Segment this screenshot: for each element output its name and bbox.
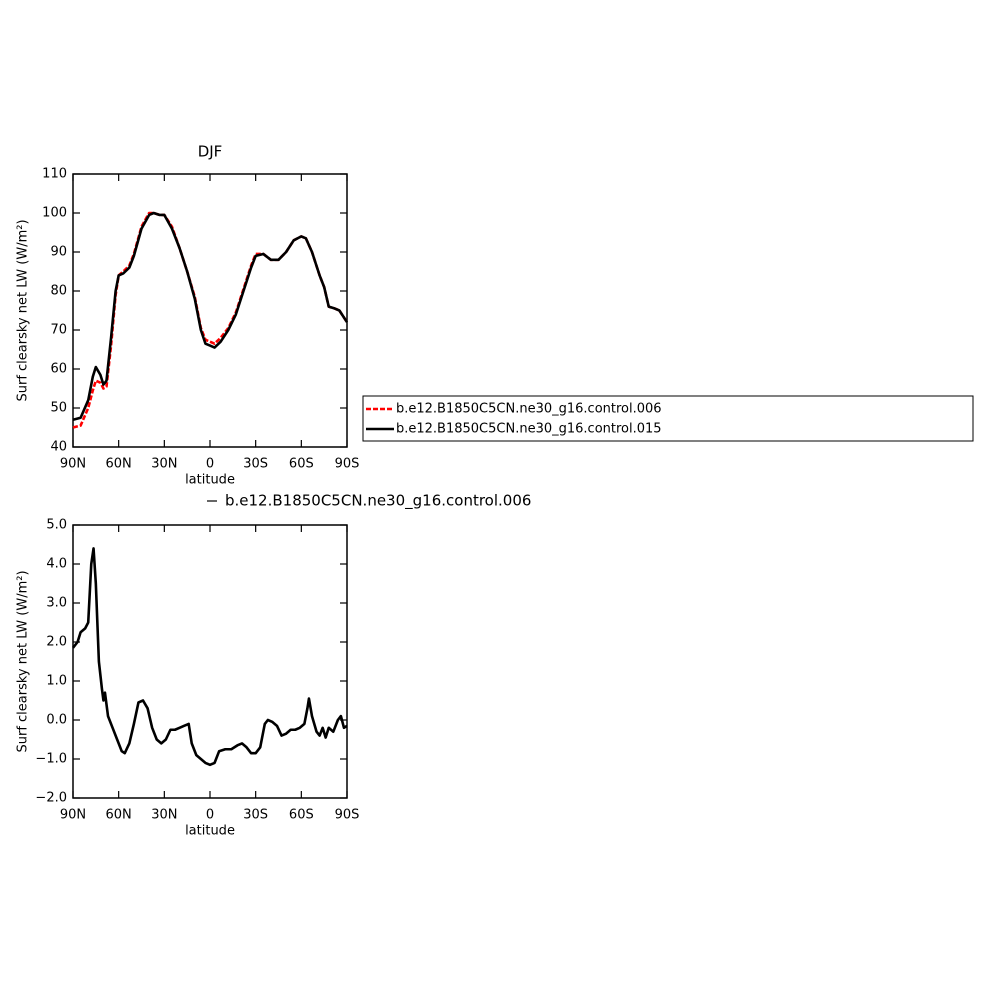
x-tick-label: 0 — [206, 808, 214, 823]
data-line — [72, 211, 349, 421]
y-tick-label: −2.0 — [35, 791, 67, 806]
x-tick-label: 30N — [151, 808, 177, 823]
y-tick-label: 60 — [50, 362, 67, 377]
y-tick-label: 2.0 — [46, 635, 67, 650]
x-tick-label: 30S — [243, 457, 268, 472]
data-line — [72, 211, 349, 429]
y-tick-label: 110 — [42, 167, 67, 182]
chart-title: DJF — [198, 143, 223, 161]
legend-label: b.e12.B1850C5CN.ne30_g16.control.015 — [396, 422, 662, 437]
y-tick-label: 4.0 — [46, 557, 67, 572]
y-tick-label: 100 — [42, 206, 67, 221]
y-axis-label: Surf clearsky net LW (W/m²) — [16, 570, 31, 752]
x-tick-label: 90S — [335, 808, 360, 823]
x-tick-label: 60S — [289, 457, 314, 472]
data-line — [71, 547, 348, 767]
x-tick-label: 0 — [206, 457, 214, 472]
legend-label: b.e12.B1850C5CN.ne30_g16.control.006 — [225, 492, 531, 511]
x-tick-label: 30S — [243, 808, 268, 823]
x-tick-label: 60S — [289, 808, 314, 823]
y-tick-label: 3.0 — [46, 596, 67, 611]
y-tick-label: 50 — [50, 401, 67, 416]
legend-label: b.e12.B1850C5CN.ne30_g16.control.006 — [396, 402, 662, 417]
y-tick-label: 0.0 — [46, 713, 67, 728]
x-axis-label: latitude — [185, 473, 235, 488]
x-tick-label: 90N — [60, 457, 86, 472]
y-tick-label: 5.0 — [46, 518, 67, 533]
legend-box — [362, 395, 974, 442]
y-tick-label: 90 — [50, 245, 67, 260]
x-tick-label: 30N — [151, 457, 177, 472]
plot-frame — [72, 524, 348, 799]
y-tick-label: −1.0 — [35, 752, 67, 767]
y-tick-label: 80 — [50, 284, 67, 299]
y-tick-label: 40 — [50, 440, 67, 455]
y-tick-label: 1.0 — [46, 674, 67, 689]
x-tick-label: 60N — [106, 808, 132, 823]
y-axis-label: Surf clearsky net LW (W/m²) — [16, 219, 31, 401]
x-tick-label: 90S — [335, 457, 360, 472]
x-axis-label: latitude — [185, 824, 235, 839]
y-tick-label: 70 — [50, 323, 67, 338]
x-tick-label: 60N — [106, 457, 132, 472]
x-tick-label: 90N — [60, 808, 86, 823]
